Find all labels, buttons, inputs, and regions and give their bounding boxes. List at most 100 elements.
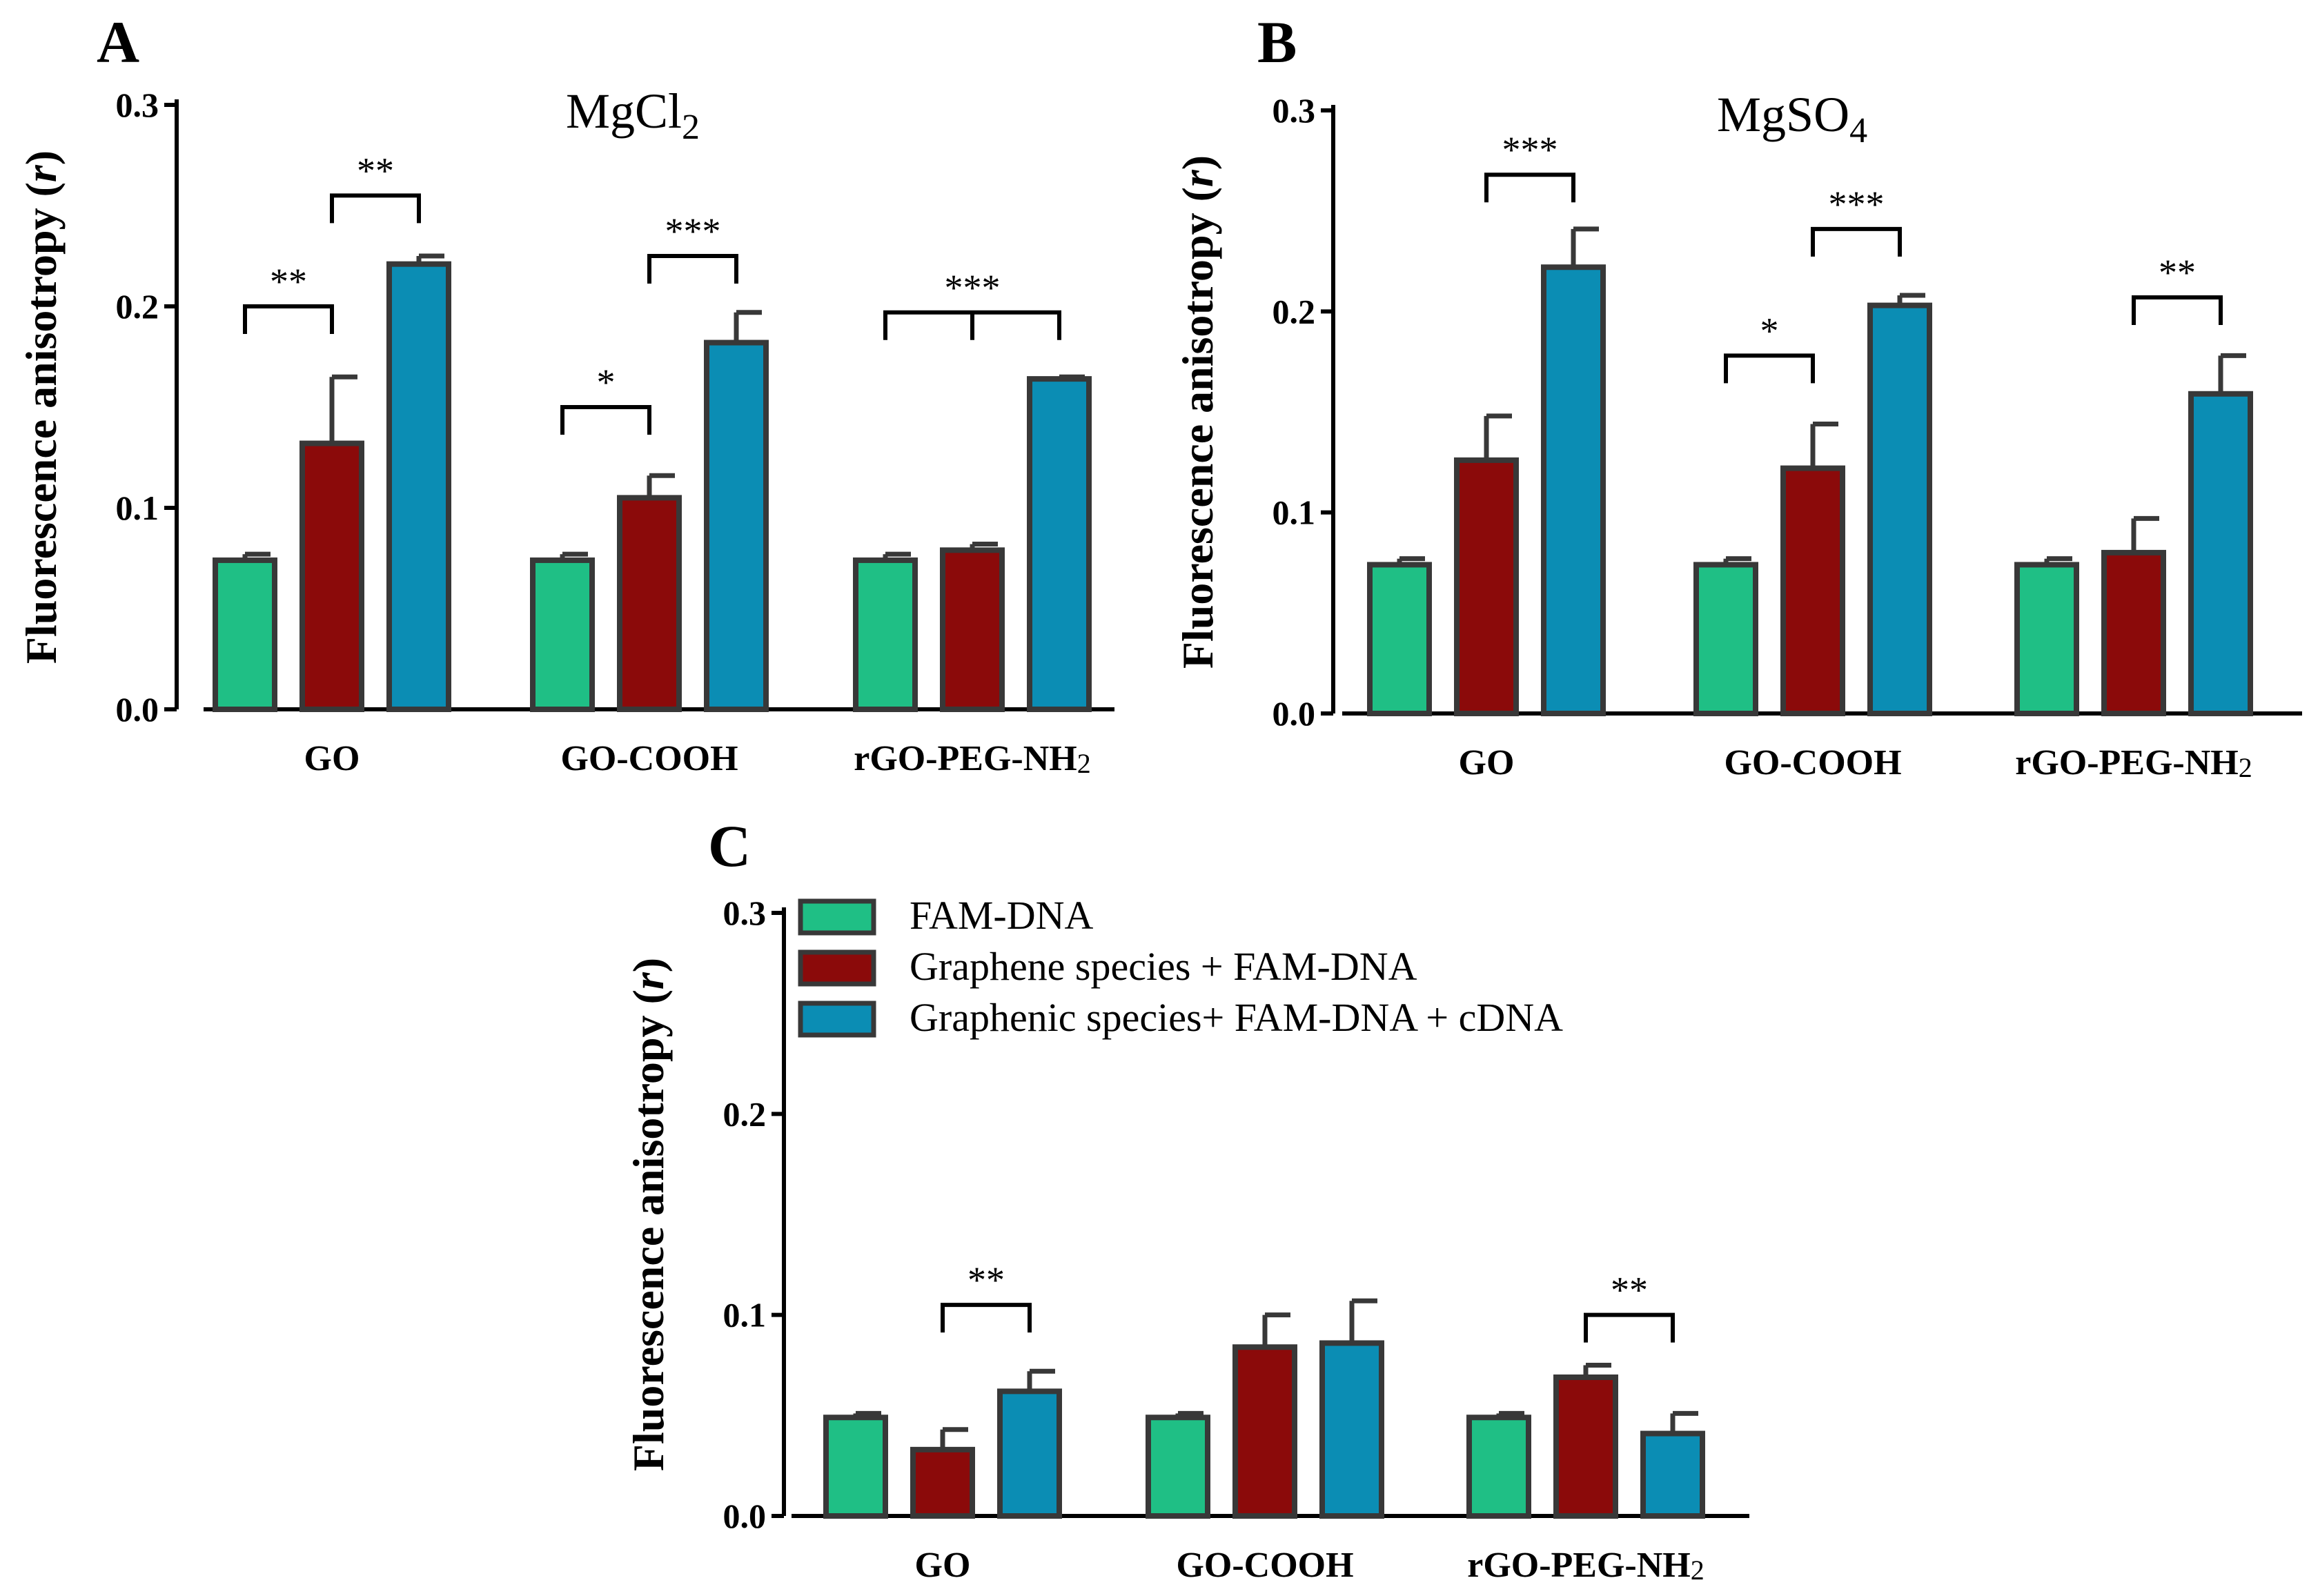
x-tick-label: GO <box>304 739 360 778</box>
x-tick-label: rGO-PEG-NH2 <box>1467 1546 1704 1586</box>
y-axis-label-variable: r <box>1173 169 1222 187</box>
x-tick-label-main: GO-COOH <box>1724 743 1901 782</box>
bar <box>1553 1374 1618 1519</box>
chart-title: MgSO4 <box>1717 87 1867 150</box>
y-tick-label: 0.0 <box>723 1497 767 1535</box>
legend-entry-label: Graphenic species+ FAM-DNA + cDNA <box>910 995 1563 1040</box>
y-tick-label: 0.1 <box>723 1296 767 1334</box>
bar <box>1027 376 1092 712</box>
bar <box>1146 1415 1210 1519</box>
x-tick-label: GO <box>915 1546 971 1585</box>
bar <box>823 1415 888 1519</box>
chart-title-subscript: 2 <box>682 108 700 147</box>
significance-bracket <box>941 1303 1032 1333</box>
bar <box>1367 562 1432 716</box>
significance-label: *** <box>1829 184 1885 225</box>
significance-label: ** <box>1611 1270 1648 1311</box>
significance-label: * <box>1760 310 1779 351</box>
bar <box>617 495 682 713</box>
y-axis-label-close: ) <box>1173 155 1222 170</box>
significance-label: ** <box>2159 252 2196 293</box>
panel-label: A <box>97 9 139 75</box>
x-tick-label-main: rGO-PEG-NH <box>2015 743 2239 782</box>
bar <box>2014 562 2079 716</box>
bar <box>940 547 1005 712</box>
bar <box>1232 1344 1297 1519</box>
x-tick-label-main: GO-COOH <box>560 739 738 778</box>
bar <box>853 557 918 712</box>
significance-label: ** <box>967 1259 1005 1301</box>
y-axis-label: Fluorescence anisotropy (r) <box>17 150 66 664</box>
bar <box>530 557 595 712</box>
significance-bracket <box>647 254 738 284</box>
x-tick-label-subscript: 2 <box>2239 752 2252 783</box>
bar <box>704 339 769 712</box>
significance-label: * <box>597 362 616 403</box>
significance-label: *** <box>1502 129 1558 170</box>
bar <box>1319 1340 1384 1519</box>
significance-bracket <box>1484 173 1575 203</box>
significance-label: *** <box>665 210 721 252</box>
chart-title-main: MgCl <box>566 83 682 139</box>
legend-swatch <box>798 1001 876 1038</box>
chart-title-main: MgSO <box>1717 87 1849 142</box>
significance-bracket <box>330 193 421 224</box>
x-tick-label: rGO-PEG-NH2 <box>2015 743 2252 783</box>
x-tick-label: GO-COOH <box>560 739 738 778</box>
significance-label: *** <box>945 267 1001 308</box>
x-tick-label-subscript: 2 <box>1691 1555 1704 1586</box>
bar <box>1640 1430 1705 1519</box>
significance-label: ** <box>357 150 394 191</box>
bar <box>299 440 364 712</box>
y-axis-label-variable: r <box>17 164 66 182</box>
x-tick-label-main: GO <box>1459 743 1515 782</box>
bar <box>997 1388 1062 1519</box>
bar <box>213 557 277 712</box>
y-axis-label: Fluorescence anisotropy (r) <box>1173 155 1222 669</box>
y-tick-label: 0.1 <box>116 489 159 527</box>
x-tick-label-main: GO-COOH <box>1176 1546 1353 1585</box>
bar <box>386 261 451 712</box>
legend-entry-label: FAM-DNA <box>910 893 1093 938</box>
significance-bracket <box>1811 226 1902 257</box>
significance-bracket <box>560 405 651 435</box>
x-tick-label: rGO-PEG-NH2 <box>854 739 1091 779</box>
x-tick-label: GO-COOH <box>1176 1546 1353 1585</box>
bar <box>1541 264 1606 716</box>
x-tick-label-main: GO <box>304 739 360 778</box>
y-axis-label-text: Fluorescence anisotropy ( <box>17 182 66 664</box>
bar <box>1780 465 1845 716</box>
bar <box>910 1446 975 1519</box>
bar <box>1466 1415 1531 1519</box>
x-tick-label-main: GO <box>915 1546 971 1585</box>
significance-bracket <box>2132 295 2223 325</box>
y-axis-label-variable: r <box>624 972 673 989</box>
panel-b: B MgSO4 0.0 0.1 0.2 0.3 Fluorescence anisotrop… <box>1173 9 2302 783</box>
y-axis-label: Fluorescence anisotropy (r) <box>624 958 673 1471</box>
legend-swatch <box>798 898 876 936</box>
bar <box>2101 549 2166 717</box>
bar <box>1693 562 1758 716</box>
panel-c: C 0.0 0.1 0.2 0.3 Fluorescence anisotropy (r)… <box>624 813 1749 1586</box>
bar <box>1867 302 1932 716</box>
x-tick-label-subscript: 2 <box>1077 748 1091 779</box>
y-tick-label: 0.0 <box>116 690 159 729</box>
x-tick-label-main: rGO-PEG-NH <box>854 739 1077 778</box>
x-tick-label: GO <box>1459 743 1515 782</box>
significance-bracket <box>1584 1312 1675 1343</box>
y-tick-label: 0.3 <box>723 894 767 932</box>
panel-label: B <box>1257 9 1297 75</box>
panel-label: C <box>708 813 751 879</box>
y-axis-label-close: ) <box>624 958 673 972</box>
chart-title: MgCl2 <box>566 83 700 147</box>
x-tick-label-main: rGO-PEG-NH <box>1467 1546 1691 1585</box>
y-axis-label-text: Fluorescence anisotropy ( <box>624 989 673 1471</box>
legend: FAM-DNA Graphene species + FAM-DNA Graphen… <box>798 893 1563 1040</box>
y-tick-label: 0.0 <box>1273 694 1316 733</box>
y-tick-label: 0.2 <box>723 1094 767 1133</box>
significance-bracket <box>243 304 334 334</box>
legend-entry-label: Graphene species + FAM-DNA <box>910 944 1417 989</box>
y-tick-label: 0.1 <box>1273 493 1316 532</box>
